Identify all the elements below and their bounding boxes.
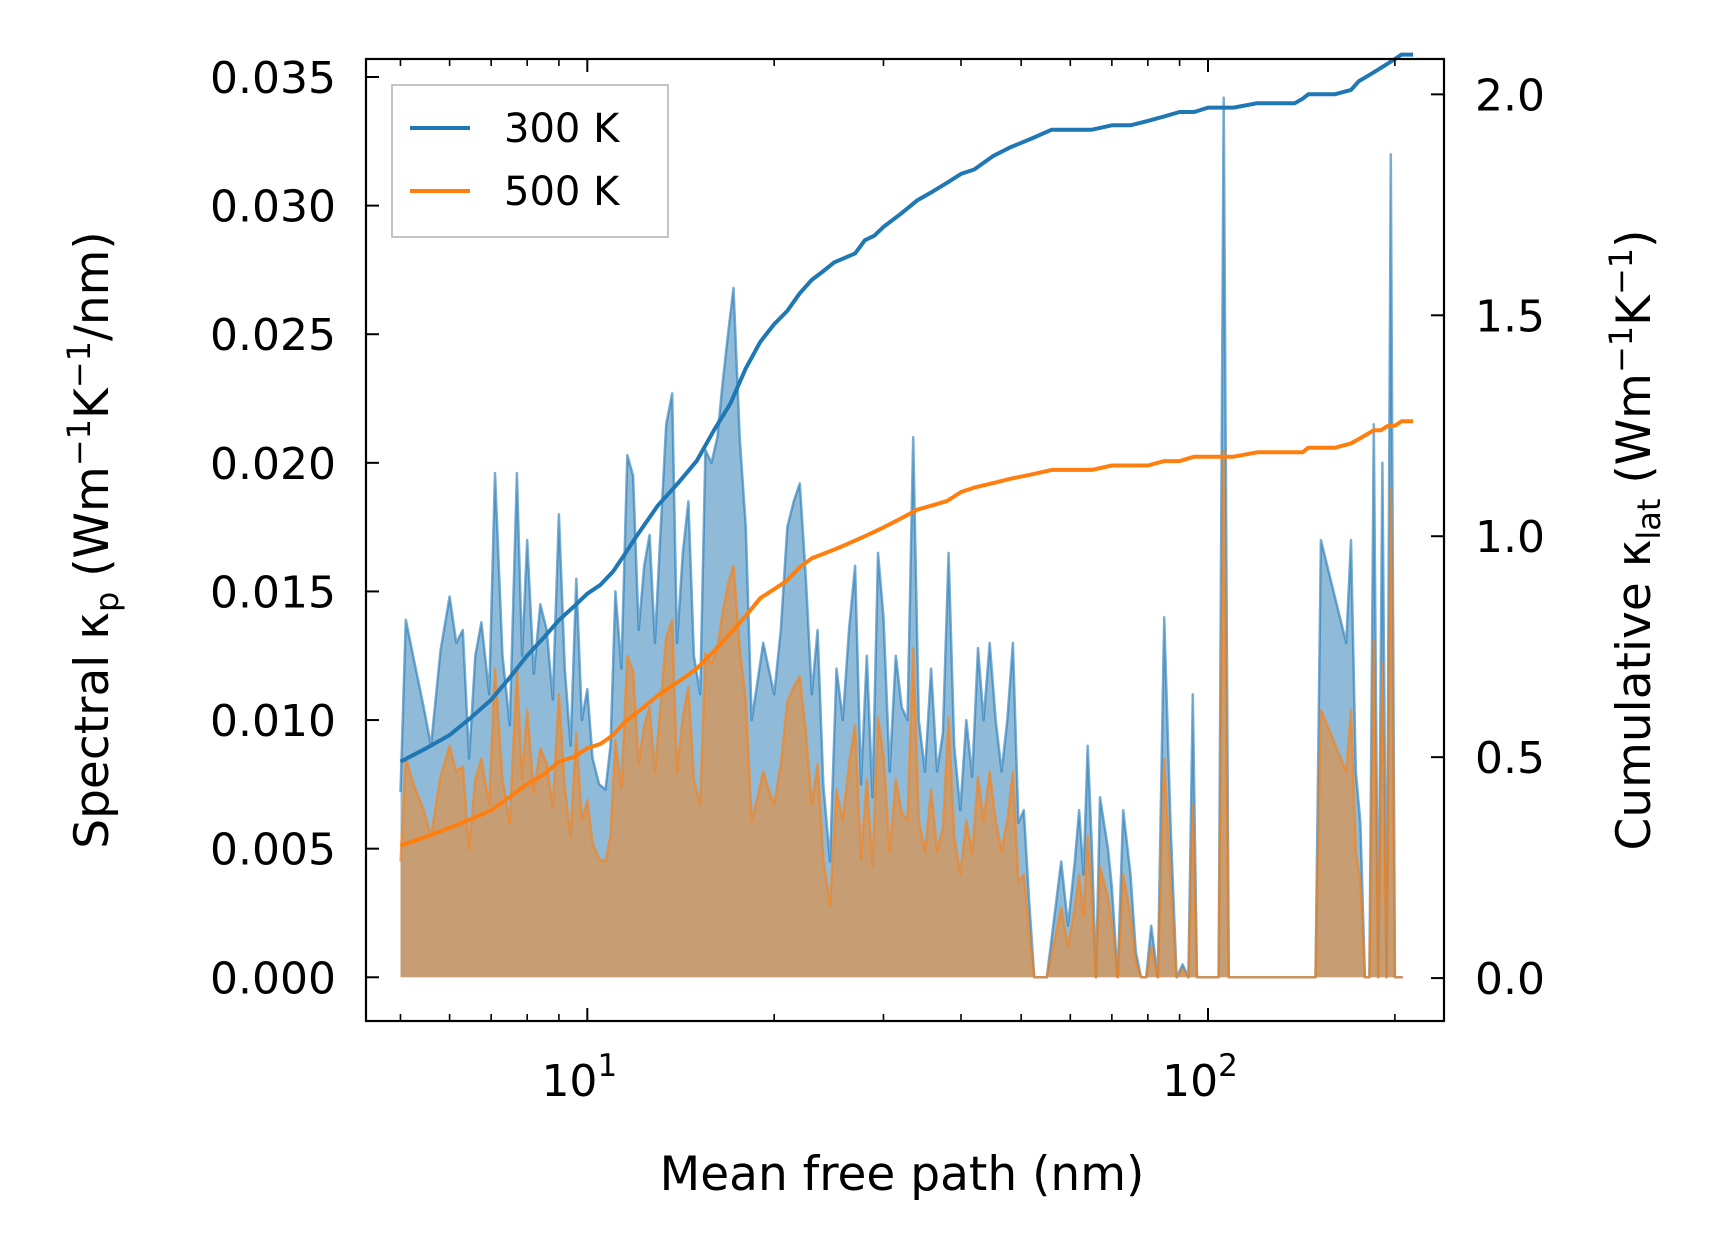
spectral-area-500k [400,450,1403,978]
legend: 300 K 500 K [391,84,669,238]
y-right-tick-label: 2.0 [1475,70,1545,121]
y-left-tick-label: 0.005 [210,825,336,876]
y-right-tick-label: 1.0 [1475,512,1545,563]
cumulative-line-500k [399,419,1414,848]
spectral-line-500k [399,448,1403,979]
spectral-line-300k [399,96,1403,979]
y-axis-right-label: Cumulative κlat (Wm−1K−1) [1602,229,1668,850]
y-right-tick-label: 1.5 [1475,291,1545,342]
legend-label-300k: 300 K [504,106,621,152]
legend-label-500k: 500 K [504,169,621,215]
plot-layer [399,52,1414,979]
axes-frame [364,57,1446,1023]
y-right-tick-label: 0.5 [1475,733,1545,784]
x-axis-label: Mean free path (nm) [660,1147,1145,1202]
y-left-tick-label: 0.030 [210,182,336,233]
y-axis-left-label: Spectral κp (Wm−1K−1/nm) [60,231,126,848]
ticks-layer: 101 1020.0000.0050.0100.0150.0200.0250.03… [210,53,1545,1107]
legend-box [391,84,669,238]
cumulative-line-300k [399,52,1414,764]
y-right-tick-label: 0.0 [1475,954,1545,1005]
y-left-tick-label: 0.025 [210,310,336,361]
y-left-tick-label: 0.010 [210,696,336,747]
y-left-tick-label: 0.035 [210,53,336,104]
y-left-tick-label: 0.015 [210,567,336,618]
x-tick-label: 101 [541,1048,617,1107]
x-tick-label: 102 [1162,1048,1238,1107]
y-left-tick-label: 0.000 [210,953,336,1004]
y-left-tick-label: 0.020 [210,439,336,490]
